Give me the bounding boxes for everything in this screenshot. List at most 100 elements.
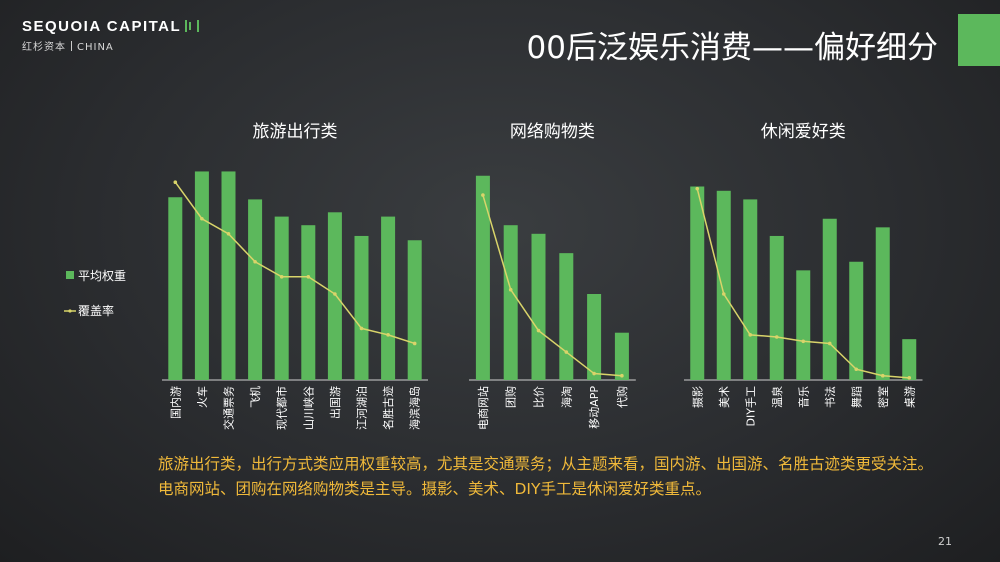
coverage-point xyxy=(226,232,231,236)
coverage-point xyxy=(854,367,859,372)
category-label: 火车 xyxy=(195,386,209,408)
coverage-point xyxy=(564,350,569,354)
category-label: 飞机 xyxy=(248,386,262,408)
coverage-point xyxy=(253,259,257,264)
category-label: 代购 xyxy=(615,386,629,408)
coverage-line xyxy=(174,181,415,345)
bar xyxy=(875,227,890,380)
bar xyxy=(221,171,236,380)
category-label: 江河湖泊 xyxy=(356,386,369,430)
coverage-point xyxy=(774,335,779,339)
coverage-point xyxy=(592,371,596,376)
bar xyxy=(503,225,518,380)
legend: 平均权重 覆盖率 xyxy=(64,269,126,318)
category-label: 美术 xyxy=(718,386,731,408)
chart-title: 网络购物类 xyxy=(510,122,595,142)
bar xyxy=(301,225,316,380)
category-label: 海淘 xyxy=(559,386,573,408)
legend-line-marker xyxy=(68,309,72,313)
coverage-point xyxy=(508,287,513,292)
chart-title: 休闲爱好类 xyxy=(761,122,846,142)
category-label: 交通票务 xyxy=(222,386,236,430)
category-label: 书法 xyxy=(823,386,837,408)
page-title: 00后泛娱乐消费——偏好细分 xyxy=(526,30,938,66)
bar xyxy=(475,175,490,380)
bar xyxy=(531,233,546,380)
coverage-point xyxy=(386,333,390,337)
bar xyxy=(168,197,183,380)
coverage-point xyxy=(695,186,700,191)
coverage-point xyxy=(481,193,485,197)
bar xyxy=(769,235,784,380)
bar xyxy=(248,199,263,380)
bar xyxy=(743,199,758,380)
bar xyxy=(327,212,342,380)
bar xyxy=(690,186,705,380)
category-label: 山川峡谷 xyxy=(301,386,315,430)
coverage-point xyxy=(880,373,885,378)
coverage-line xyxy=(482,194,622,377)
coverage-point xyxy=(333,292,337,296)
category-label: 海滨海岛 xyxy=(408,386,422,430)
corner-accent xyxy=(958,14,1000,66)
category-label: 电商网站 xyxy=(476,386,490,430)
bar xyxy=(849,261,864,380)
category-label: 音乐 xyxy=(796,386,810,408)
legend-bar-label: 平均权重 xyxy=(78,269,126,283)
coverage-point xyxy=(748,333,753,337)
category-label: 移动APP xyxy=(588,386,601,429)
coverage-point xyxy=(801,339,806,344)
category-label: 现代都市 xyxy=(275,386,289,430)
bar xyxy=(587,294,602,380)
page-number: 21 xyxy=(938,535,952,548)
bar xyxy=(194,171,209,380)
coverage-point xyxy=(536,328,541,333)
bar xyxy=(902,339,917,380)
coverage-point xyxy=(721,292,726,296)
coverage-point xyxy=(412,341,417,346)
category-label: 国内游 xyxy=(168,386,182,419)
bar xyxy=(381,216,396,380)
category-label: 桌游 xyxy=(903,386,916,408)
logo-name: SEQUOIA CAPITAL xyxy=(22,18,182,35)
bar xyxy=(354,235,369,380)
summary-text: 旅游出行类，出行方式类应用权重较高，尤其是交通票务；从主题来看，国内游、出国游、… xyxy=(158,455,934,498)
category-label: 温泉 xyxy=(770,386,784,408)
category-label: DIY手工 xyxy=(743,386,757,426)
legend-line-label: 覆盖率 xyxy=(78,303,114,318)
logo-divider xyxy=(71,41,72,51)
logo-region: CHINA xyxy=(77,42,114,53)
bar xyxy=(614,332,629,380)
coverage-point xyxy=(620,373,624,378)
coverage-point xyxy=(306,275,311,279)
coverage-point xyxy=(200,216,204,221)
category-label: 团购 xyxy=(504,386,518,408)
sequoia-logo: SEQUOIA CAPITAL 红杉资本 CHINA xyxy=(22,18,200,53)
category-label: 舞蹈 xyxy=(850,386,863,408)
bar xyxy=(559,253,574,380)
coverage-point xyxy=(359,326,364,331)
category-label: 出国游 xyxy=(328,386,342,419)
category-label: 比价 xyxy=(533,386,546,408)
logo-cn: 红杉资本 xyxy=(22,42,66,53)
category-label: 名胜古迹 xyxy=(381,386,395,430)
coverage-point xyxy=(827,341,832,346)
bar xyxy=(274,216,289,380)
legend-bar-swatch xyxy=(66,271,74,279)
coverage-point xyxy=(907,376,912,380)
logo-mark-icon xyxy=(185,20,200,32)
chart-title: 旅游出行类 xyxy=(253,122,338,142)
category-label: 密室 xyxy=(876,386,890,408)
bar xyxy=(796,270,811,380)
coverage-point xyxy=(279,275,284,279)
category-label: 摄影 xyxy=(690,386,704,408)
bar xyxy=(822,218,837,380)
bar xyxy=(716,190,731,380)
coverage-point xyxy=(173,180,178,184)
bar xyxy=(407,240,422,380)
